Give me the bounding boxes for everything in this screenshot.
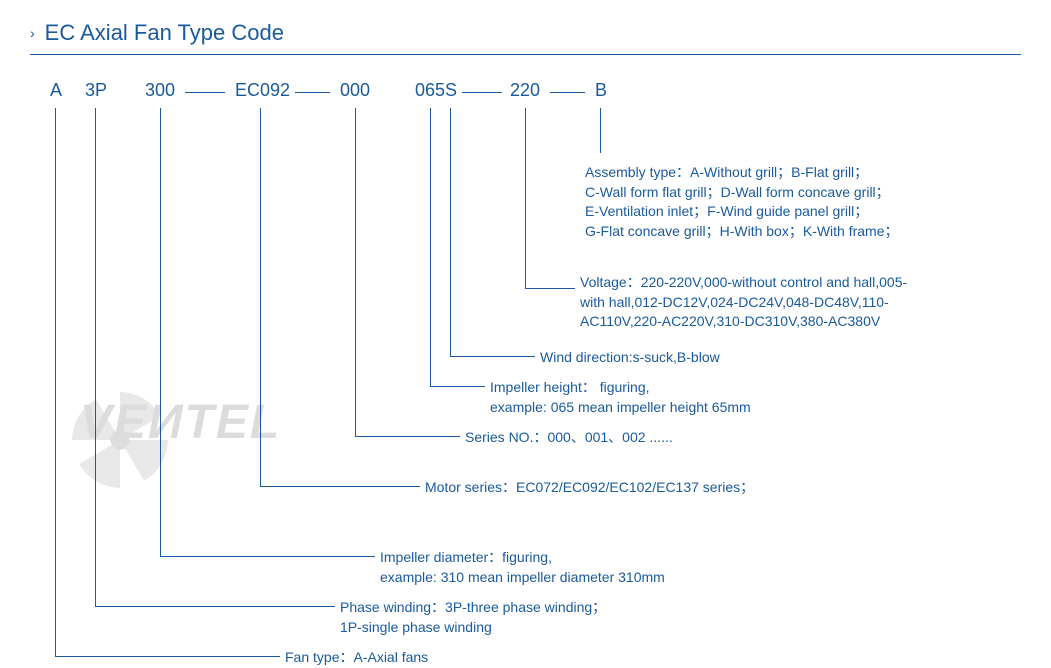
code-segment-impeller-height: 065S	[415, 80, 457, 101]
code-segment-phase: 3P	[85, 80, 107, 101]
connector-line	[525, 288, 575, 289]
desc-wind: Wind direction:s-suck,B-blow	[540, 348, 720, 368]
connector-line	[450, 356, 535, 357]
desc-phase: Phase winding：3P-three phase winding； 1P…	[340, 598, 606, 637]
code-segment-motor: EC092	[235, 80, 290, 101]
code-segment-fantype: A	[50, 80, 62, 101]
connector-line	[160, 556, 375, 557]
code-segment-series: 000	[340, 80, 370, 101]
connector-line	[55, 656, 280, 657]
desc-impeller-height: Impeller height： figuring, example: 065 …	[490, 378, 751, 417]
connector-line	[430, 108, 431, 386]
chevron-right-icon: ›	[30, 25, 35, 41]
connector-line	[95, 108, 96, 606]
code-dash	[185, 92, 225, 93]
connector-line	[260, 486, 420, 487]
connector-line	[160, 108, 161, 556]
desc-fantype: Fan type：A-Axial fans	[285, 648, 428, 668]
desc-impeller-diameter: Impeller diameter：figuring, example: 310…	[380, 548, 665, 587]
code-dash	[295, 92, 330, 93]
connector-line	[355, 108, 356, 436]
desc-assembly: Assembly type：A-Without grill；B-Flat gri…	[585, 163, 1005, 241]
code-segment-assembly: B	[595, 80, 607, 101]
title-row: › EC Axial Fan Type Code	[30, 20, 1021, 46]
code-segment-diameter: 300	[145, 80, 175, 101]
connector-line	[260, 108, 261, 486]
desc-voltage: Voltage：220-220V,000-without control and…	[580, 273, 1000, 332]
code-segment-voltage: 220	[510, 80, 540, 101]
title-divider	[30, 54, 1021, 55]
desc-series: Series NO.：000、001、002 ......	[465, 428, 673, 448]
connector-line	[430, 386, 485, 387]
diagram-area: Assembly type：A-Without grill；B-Flat gri…	[30, 108, 1021, 648]
code-dash	[550, 92, 585, 93]
type-code-row: A 3P 300 EC092 000 065S 220 B	[30, 80, 1021, 108]
connector-line	[95, 606, 335, 607]
desc-motor: Motor series：EC072/EC092/EC102/EC137 ser…	[425, 478, 754, 498]
connector-line	[450, 108, 451, 356]
code-dash	[462, 92, 502, 93]
connector-line	[355, 436, 460, 437]
connector-line	[600, 108, 601, 153]
connector-line	[55, 108, 56, 656]
connector-line	[525, 108, 526, 288]
page-title: EC Axial Fan Type Code	[45, 20, 284, 46]
